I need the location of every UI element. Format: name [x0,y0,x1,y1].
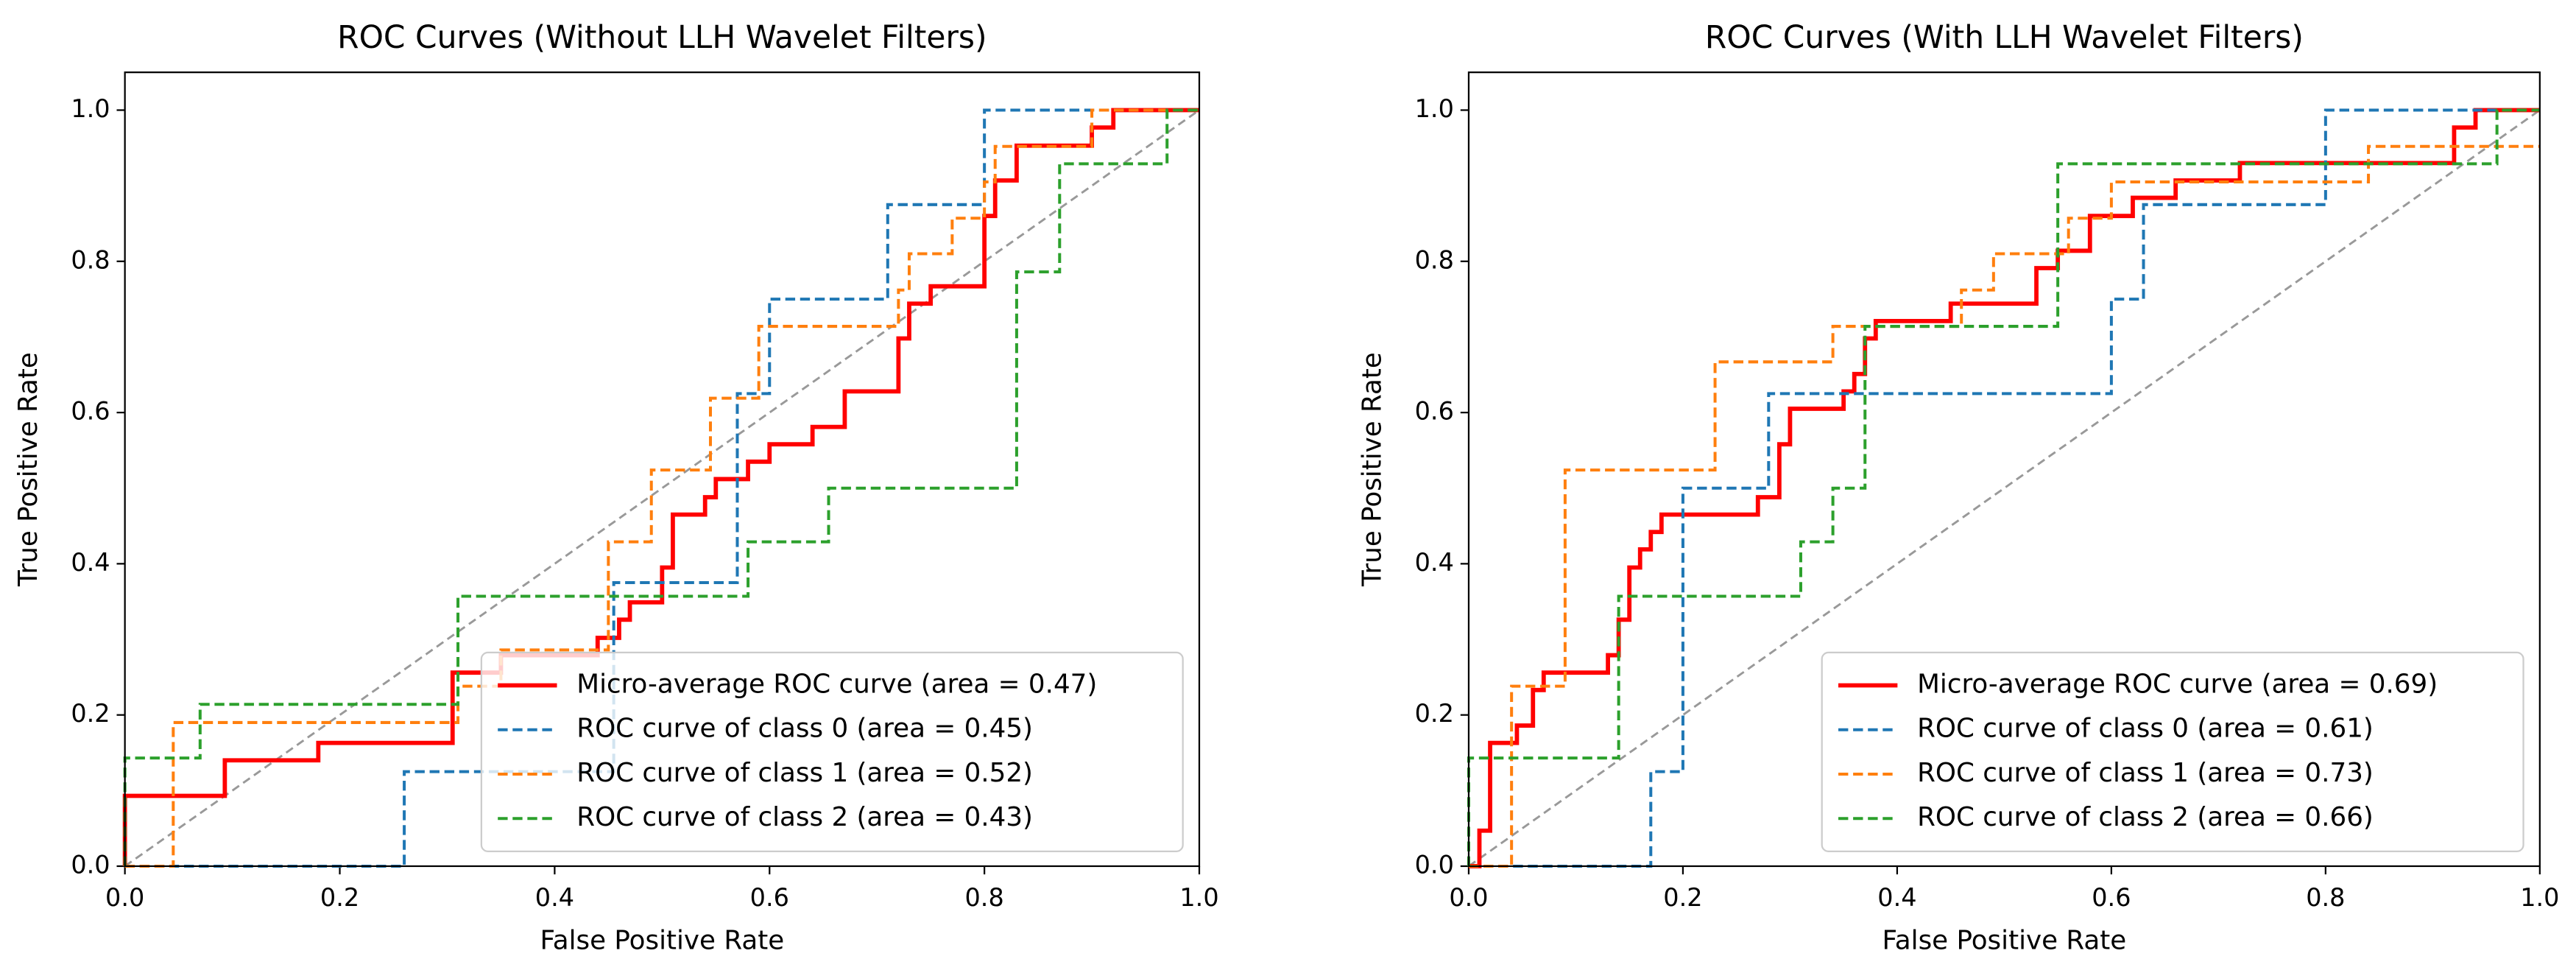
axes-frame [124,71,1201,868]
legend-label: ROC curve of class 1 (area = 0.73) [1917,758,2374,788]
y-tick-label: 0.6 [1415,397,1454,426]
x-tick-label: 0.0 [105,883,144,912]
y-tick-label: 0.2 [1415,699,1454,728]
x-tick-label: 0.4 [535,883,574,912]
x-tick-label: 0.6 [2092,883,2131,912]
x-tick-label: 1.0 [1179,883,1218,912]
y-tick-label: 0.6 [71,397,110,426]
legend-label: ROC curve of class 1 (area = 0.52) [576,758,1033,788]
roc-curve [1467,108,2540,866]
y-tick-label: 0.0 [71,850,110,879]
x-tick-label: 1.0 [2520,883,2559,912]
y-tick-label: 0.8 [71,245,110,274]
legend-label: ROC curve of class 0 (area = 0.45) [576,714,1033,744]
reference-line [124,109,1200,868]
y-tick-label: 0.4 [1415,548,1454,577]
y-tick-label: 1.0 [71,94,110,123]
y-tick-label: 0.8 [1415,245,1454,274]
x-tick-label: 0.2 [320,883,359,912]
x-tick-label: 0.6 [750,883,789,912]
roc-curve [124,108,1200,868]
axes-frame [1467,71,2541,868]
chart-title: ROC Curves (With LLH Wavelet Filters) [1705,19,2304,55]
legend-label: Micro-average ROC curve (area = 0.47) [576,670,1097,700]
y-axis-label: True Positive Rate [1358,352,1388,587]
x-tick-label: 0.8 [965,883,1004,912]
legend-label: ROC curve of class 2 (area = 0.43) [576,802,1033,832]
legend-label: ROC curve of class 0 (area = 0.61) [1917,714,2374,744]
x-tick-label: 0.2 [1663,883,1702,912]
roc-curve [1468,144,2540,868]
y-axis-label: True Positive Rate [13,352,43,587]
legend-label: Micro-average ROC curve (area = 0.69) [1917,670,2438,700]
roc-curve [124,108,1200,868]
roc-curve [123,108,1200,866]
x-tick-label: 0.0 [1449,883,1488,912]
legend-box [480,651,1184,852]
legend-box [1821,651,2524,852]
x-tick-label: 0.8 [2306,883,2345,912]
roc-curve [1468,108,2540,868]
x-axis-label: False Positive Rate [1882,926,2127,956]
reference-line [1468,109,2541,868]
chart-title: ROC Curves (Without LLH Wavelet Filters) [337,19,987,55]
x-tick-label: 0.4 [1877,883,1916,912]
legend-label: ROC curve of class 2 (area = 0.66) [1917,802,2374,832]
x-axis-label: False Positive Rate [540,926,784,956]
y-tick-label: 0.0 [1415,850,1454,879]
y-tick-label: 0.2 [71,699,110,728]
y-tick-label: 0.4 [71,548,110,577]
y-tick-label: 1.0 [1415,94,1454,123]
